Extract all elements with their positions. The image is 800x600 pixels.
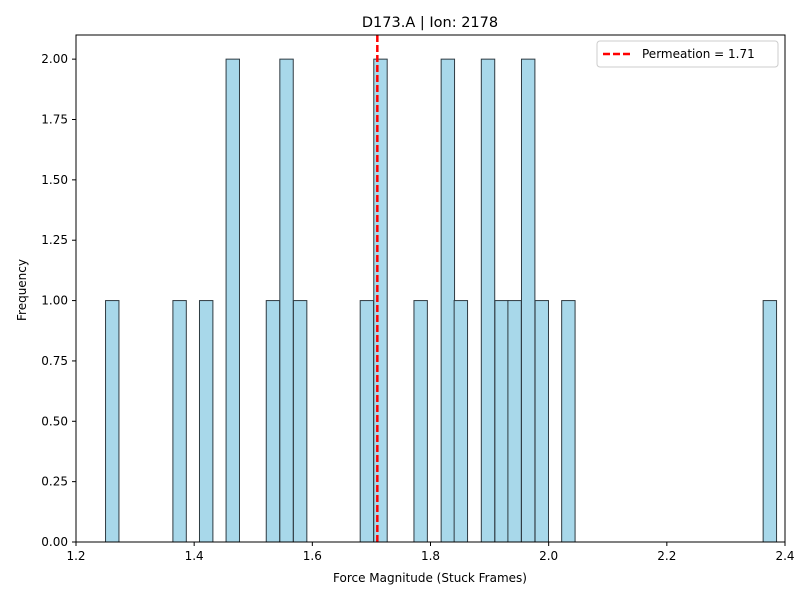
- histogram-bar: [292, 300, 308, 543]
- x-tick-label: 1.6: [303, 549, 322, 563]
- histogram-bar: [359, 300, 375, 543]
- histogram-bar: [480, 58, 496, 543]
- x-tick-label: 1.2: [66, 549, 85, 563]
- x-tick-label: 2.0: [539, 549, 558, 563]
- histogram-bar: [265, 300, 281, 543]
- histogram-bar: [561, 300, 576, 543]
- x-tick-label: 1.4: [185, 549, 204, 563]
- x-tick-label: 2.4: [775, 549, 794, 563]
- histogram-bar: [520, 58, 536, 543]
- y-tick-label: 0.75: [41, 354, 68, 368]
- x-axis-label: Force Magnitude (Stuck Frames): [333, 571, 527, 585]
- histogram-bar: [279, 58, 294, 543]
- legend: Permeation = 1.71: [596, 40, 779, 68]
- histogram-bar: [105, 300, 120, 543]
- y-tick-label: 0.50: [41, 414, 68, 428]
- y-tick-label: 1.00: [41, 294, 68, 308]
- histogram-bar: [373, 58, 388, 543]
- y-tick-label: 1.50: [41, 173, 68, 187]
- y-tick-label: 1.25: [41, 233, 68, 247]
- x-tick-label: 1.8: [421, 549, 440, 563]
- y-tick-label: 2.00: [41, 52, 68, 66]
- y-axis-label: Frequency: [15, 259, 29, 321]
- histogram-bar: [172, 300, 187, 543]
- histogram-bar: [534, 300, 549, 543]
- histogram-bar: [440, 58, 456, 543]
- axes-frame: [75, 34, 786, 543]
- x-tick-label: 2.2: [657, 549, 676, 563]
- histogram-bar: [507, 300, 522, 543]
- y-axis: 0.00 0.25 0.50 0.75 1.00 1.25 1.50 1.75 2.00: [41, 52, 76, 549]
- y-tick-label: 0.25: [41, 475, 68, 489]
- chart-title: D173.A | Ion: 2178: [362, 15, 498, 31]
- histogram-bar: [198, 300, 214, 543]
- histogram-bar: [225, 58, 240, 543]
- y-tick-label: 0.00: [41, 535, 68, 549]
- legend-label: Permeation = 1.71: [642, 47, 755, 61]
- histogram-bar: [494, 300, 509, 543]
- x-axis: 1.2 1.4 1.6 1.8 2.0 2.2 2.4: [66, 542, 795, 563]
- y-tick-label: 1.75: [41, 113, 68, 127]
- histogram-bar: [413, 300, 428, 543]
- legend-box: [596, 40, 779, 68]
- histogram-bar: [762, 300, 778, 543]
- histogram-bar: [453, 300, 469, 543]
